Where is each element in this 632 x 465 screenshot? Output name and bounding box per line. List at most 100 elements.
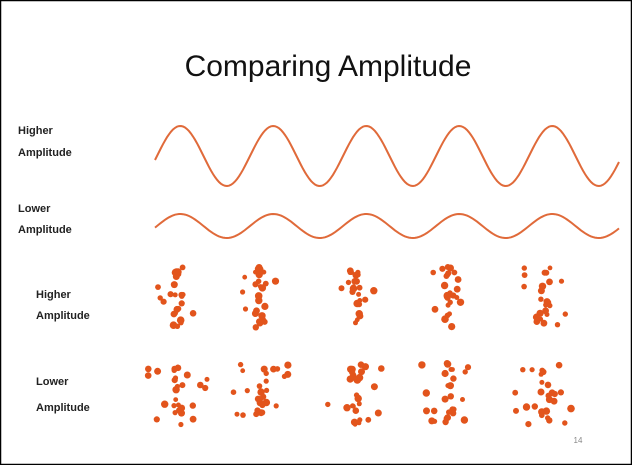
particle: [418, 361, 426, 369]
particle: [264, 387, 270, 393]
particle: [346, 375, 354, 383]
particle: [431, 305, 439, 313]
wave-label-line: Amplitude: [18, 224, 72, 236]
particle: [430, 407, 438, 415]
particle: [171, 377, 178, 384]
dots-label-line: Lower: [36, 376, 69, 388]
particle: [242, 306, 249, 312]
particle: [345, 279, 352, 286]
particle: [178, 300, 185, 307]
particle: [521, 272, 528, 278]
particle: [175, 402, 181, 408]
particle: [237, 361, 244, 368]
particle: [202, 384, 209, 392]
particle: [349, 369, 356, 376]
particle: [189, 415, 197, 423]
particle: [430, 269, 437, 276]
particle: [256, 383, 263, 389]
particle: [523, 404, 528, 410]
particle: [445, 270, 452, 277]
particle: [160, 298, 167, 305]
page-number: 14: [574, 436, 583, 445]
particle: [263, 378, 269, 384]
particle: [546, 278, 553, 286]
particle: [167, 291, 174, 298]
particle: [462, 369, 468, 375]
particle: [258, 312, 266, 320]
particle: [153, 416, 160, 423]
particle: [242, 274, 248, 280]
particle: [440, 281, 449, 290]
particle: [370, 287, 378, 295]
particle: [255, 278, 262, 285]
particle: [441, 369, 449, 378]
particle: [450, 375, 457, 382]
particle: [358, 368, 365, 376]
particle: [175, 364, 181, 370]
particle: [454, 276, 462, 283]
particle: [170, 281, 178, 289]
particle: [543, 298, 551, 306]
particle: [154, 367, 162, 375]
wave-label-line: Higher: [18, 125, 54, 137]
particle: [254, 292, 263, 300]
particle: [365, 416, 372, 423]
particle: [259, 409, 266, 416]
particle: [251, 310, 259, 317]
particle: [257, 284, 263, 289]
particle: [362, 296, 369, 303]
particle: [155, 284, 161, 290]
particle: [261, 318, 268, 325]
particle: [539, 379, 545, 385]
particle: [520, 367, 526, 373]
particle: [178, 319, 184, 326]
slide-title: Comparing Amplitude: [185, 50, 472, 83]
particle: [521, 283, 527, 290]
particle: [262, 280, 269, 287]
particle: [525, 421, 532, 428]
particle: [144, 372, 152, 379]
particle: [541, 269, 548, 276]
particle: [261, 302, 269, 310]
particle: [260, 393, 267, 400]
particle: [259, 401, 266, 409]
particle: [444, 360, 452, 368]
particle: [562, 420, 568, 426]
particle: [443, 415, 449, 422]
particle: [439, 265, 446, 272]
particle: [171, 367, 177, 373]
particle: [171, 403, 177, 409]
particle: [173, 306, 181, 313]
particle: [538, 296, 544, 302]
particle: [157, 295, 163, 301]
particle: [230, 389, 237, 396]
particle: [554, 322, 561, 328]
particle: [447, 290, 453, 296]
particle: [540, 319, 548, 327]
particle: [456, 298, 465, 306]
particle: [257, 266, 264, 273]
particle: [355, 310, 363, 318]
particle: [178, 421, 184, 428]
wave-label-line: Lower: [18, 203, 51, 215]
particle: [354, 394, 362, 403]
particle: [557, 389, 565, 396]
particle: [542, 407, 551, 415]
particle: [445, 302, 451, 308]
particle: [352, 407, 360, 415]
particle-groups: [144, 264, 575, 428]
particle: [254, 407, 261, 414]
particle: [513, 407, 519, 414]
particle: [352, 421, 358, 427]
particle: [538, 282, 547, 290]
particle: [357, 361, 365, 369]
particle: [338, 285, 345, 292]
particle: [356, 284, 363, 291]
dots-label-line: Amplitude: [36, 310, 90, 322]
particle: [512, 389, 519, 396]
particle: [351, 403, 356, 409]
dots-label-line: Amplitude: [36, 402, 90, 414]
particle: [354, 271, 361, 278]
